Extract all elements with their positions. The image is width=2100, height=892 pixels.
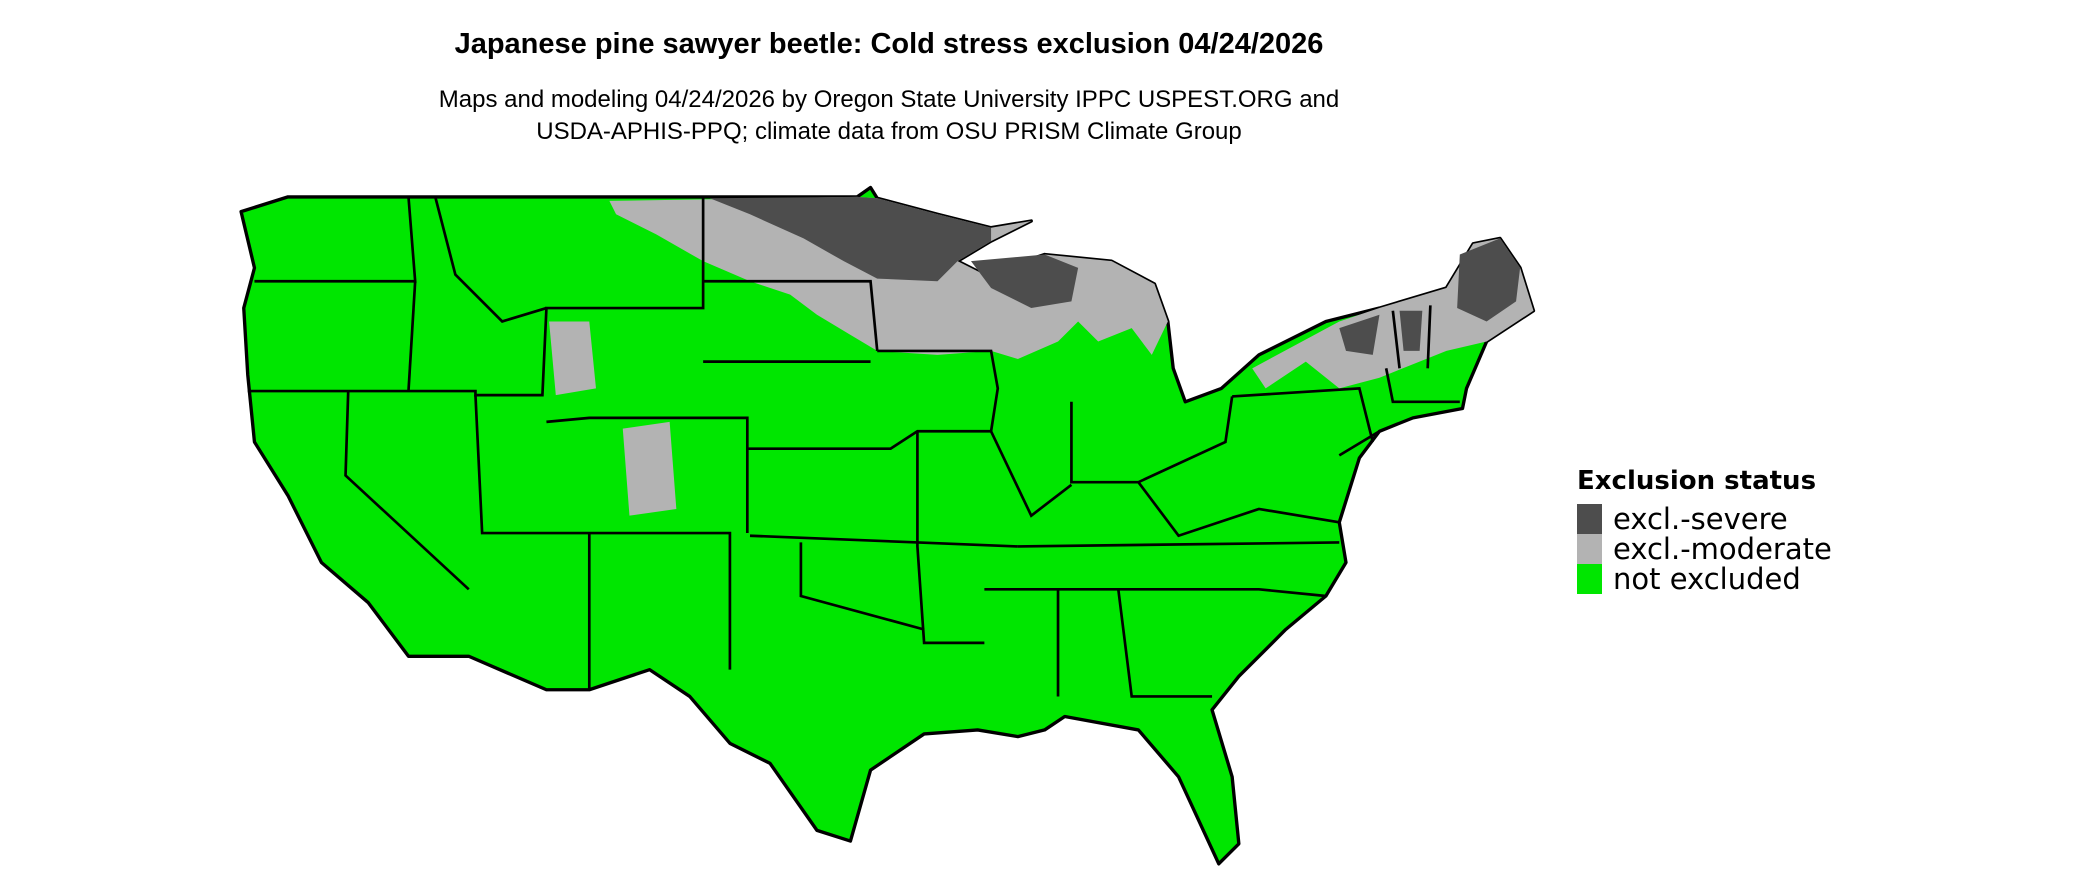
legend-swatch bbox=[1577, 504, 1602, 534]
legend-label: excl.-severe bbox=[1613, 502, 1788, 536]
excl-moderate-area bbox=[549, 196, 1534, 516]
legend-label: excl.-moderate bbox=[1613, 532, 1832, 566]
legend-item-not-excluded: not excluded bbox=[1577, 564, 1832, 594]
legend: Exclusion status excl.-severe excl.-mode… bbox=[1577, 466, 1832, 594]
excl-severe-area bbox=[709, 196, 1521, 355]
legend-swatch bbox=[1577, 534, 1602, 564]
map-title: Japanese pine sawyer beetle: Cold stress… bbox=[454, 28, 1324, 60]
subtitle-line-2: USDA-APHIS-PPQ; climate data from OSU PR… bbox=[536, 118, 1242, 145]
map-subtitle: Maps and modeling 04/24/2026 by Oregon S… bbox=[0, 84, 1778, 148]
legend-swatch bbox=[1577, 564, 1602, 594]
legend-label: not excluded bbox=[1613, 562, 1801, 596]
state-borders bbox=[247, 196, 1460, 698]
legend-item-severe: excl.-severe bbox=[1577, 504, 1832, 534]
legend-title: Exclusion status bbox=[1577, 466, 1817, 496]
subtitle-line-1: Maps and modeling 04/24/2026 by Oregon S… bbox=[438, 86, 1340, 113]
legend-item-moderate: excl.-moderate bbox=[1577, 534, 1832, 564]
